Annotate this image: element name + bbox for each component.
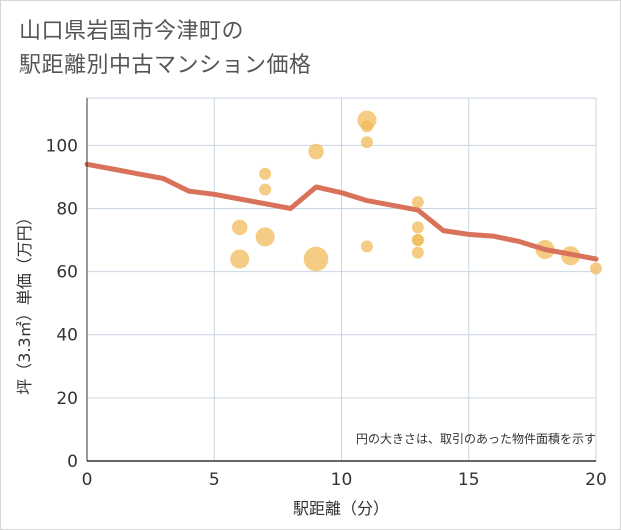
bubble-point bbox=[259, 167, 272, 180]
chart-title: 山口県岩国市今津町の 駅距離別中古マンション価格 bbox=[19, 15, 312, 83]
x-tick-label: 0 bbox=[82, 470, 93, 490]
bubble-point bbox=[411, 221, 424, 234]
y-tick-label: 20 bbox=[56, 389, 78, 409]
trend-line-group bbox=[84, 161, 599, 262]
title-line-2: 駅距離別中古マンション価格 bbox=[19, 53, 312, 78]
title-line-1: 山口県岩国市今津町の bbox=[19, 19, 245, 44]
bubble-point bbox=[230, 249, 250, 269]
grid bbox=[86, 97, 597, 462]
bubble-point bbox=[303, 246, 329, 272]
trend-line bbox=[84, 161, 599, 262]
y-tick-label: 40 bbox=[56, 326, 78, 346]
bubble-point bbox=[411, 246, 424, 259]
size-note: 円の大きさは、取引のあった物件面積を示す bbox=[356, 431, 596, 446]
bubble-point bbox=[231, 219, 248, 236]
bubble-point bbox=[360, 240, 373, 253]
x-tick-label: 10 bbox=[331, 470, 353, 490]
bubble-point bbox=[411, 234, 424, 247]
bubble-point bbox=[255, 227, 275, 247]
bubble-point bbox=[360, 136, 373, 149]
bubbles bbox=[230, 110, 602, 275]
y-tick-label: 80 bbox=[56, 199, 78, 219]
y-axis-label: 坪（3.3㎡）単価（万円） bbox=[15, 209, 34, 394]
x-axis-label: 駅距離（分） bbox=[293, 499, 389, 518]
tick-labels: 0 5 10 15 20 0 20 40 60 80 100 bbox=[46, 136, 607, 490]
axes bbox=[86, 98, 596, 462]
bubble-point bbox=[590, 262, 602, 275]
bubble-point bbox=[411, 196, 424, 209]
y-tick-label: 0 bbox=[67, 452, 78, 472]
bubble-point bbox=[308, 143, 324, 160]
y-tick-label: 100 bbox=[46, 136, 78, 156]
x-tick-label: 15 bbox=[458, 470, 480, 490]
bubble-point bbox=[259, 183, 272, 196]
y-tick-label: 60 bbox=[56, 263, 78, 283]
bubble-point bbox=[360, 120, 373, 133]
x-tick-label: 5 bbox=[209, 470, 220, 490]
x-tick-label: 20 bbox=[585, 470, 607, 490]
